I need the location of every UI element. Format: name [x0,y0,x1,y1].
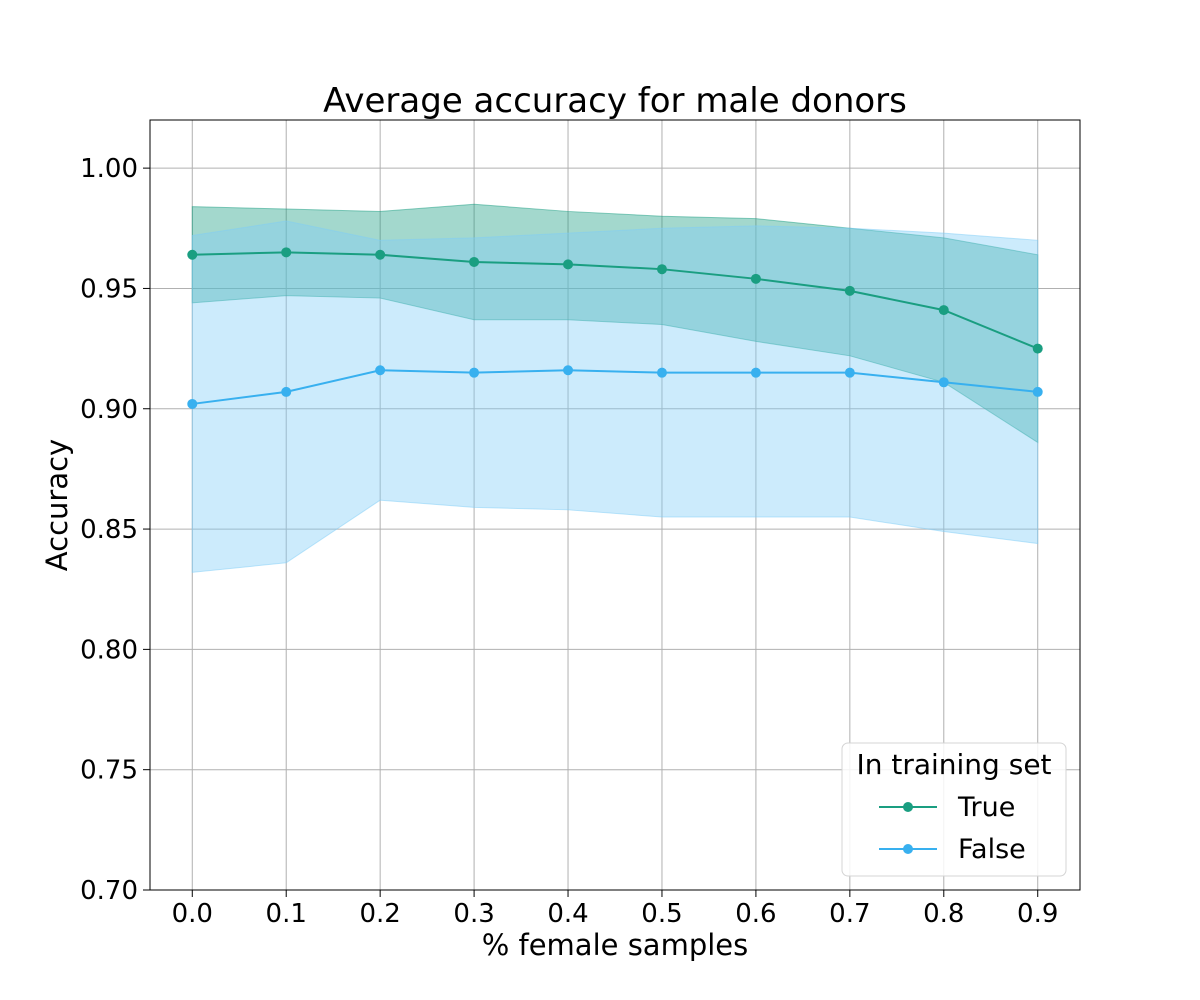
point-false [656,367,667,378]
legend-label-true: True [957,792,1015,823]
x-tick-label: 0.1 [266,899,307,929]
point-false [1032,386,1043,397]
point-false [938,377,949,388]
point-false [281,386,292,397]
point-true [750,273,761,284]
legend-label-false: False [958,834,1026,865]
point-true [563,259,574,270]
point-true [844,285,855,296]
confidence-bands [191,203,1039,573]
y-tick-label: 0.85 [80,515,138,545]
series-line-false [192,369,1038,405]
point-false [750,367,761,378]
x-tick-label: 0.4 [547,899,588,929]
legend-false-marker-icon [903,844,913,854]
point-true [469,256,480,267]
point-true [187,249,198,260]
x-tick-label: 0.6 [735,899,776,929]
point-true [375,249,386,260]
point-true [656,264,667,275]
y-tick-label: 0.75 [80,756,138,786]
x-tick-label: 0.8 [923,899,964,929]
point-false [375,365,386,376]
point-true [281,247,292,258]
x-tick-label: 0.2 [359,899,400,929]
x-tick-label: 0.9 [1017,899,1058,929]
point-false [844,367,855,378]
x-axis-ticks: 0.0 0.1 0.2 0.3 0.4 0.5 0.6 0.7 0.8 0.9 [172,890,1058,929]
x-tick-label: 0.5 [641,899,682,929]
y-tick-label: 0.70 [80,876,138,906]
x-tick-label: 0.0 [172,899,213,929]
point-true [1032,343,1043,354]
y-tick-label: 0.90 [80,395,138,425]
chart-title: Average accuracy for male donors [323,81,907,121]
series-lines [192,251,1039,405]
y-tick-label: 1.00 [80,154,138,184]
x-axis-label: % female samples [482,928,749,962]
legend-true-marker-icon [903,802,913,812]
plot-frame [149,119,1081,891]
legend-box [841,742,1067,877]
y-tick-label: 0.80 [80,635,138,665]
legend-title: In training set [856,748,1051,781]
point-false [469,367,480,378]
series-line-true [192,251,1039,350]
point-true [938,305,949,316]
y-tick-label: 0.95 [80,274,138,304]
x-tick-label: 0.7 [829,899,870,929]
series-markers [187,247,1043,409]
point-false [187,398,198,409]
legend: In training set True False [841,742,1067,877]
band-false [191,220,1039,573]
point-false [563,365,574,376]
x-tick-label: 0.3 [453,899,494,929]
y-axis-ticks: 0.70 0.75 0.80 0.85 0.90 0.95 1.00 [80,154,150,906]
y-axis-label: Accuracy [40,439,74,571]
